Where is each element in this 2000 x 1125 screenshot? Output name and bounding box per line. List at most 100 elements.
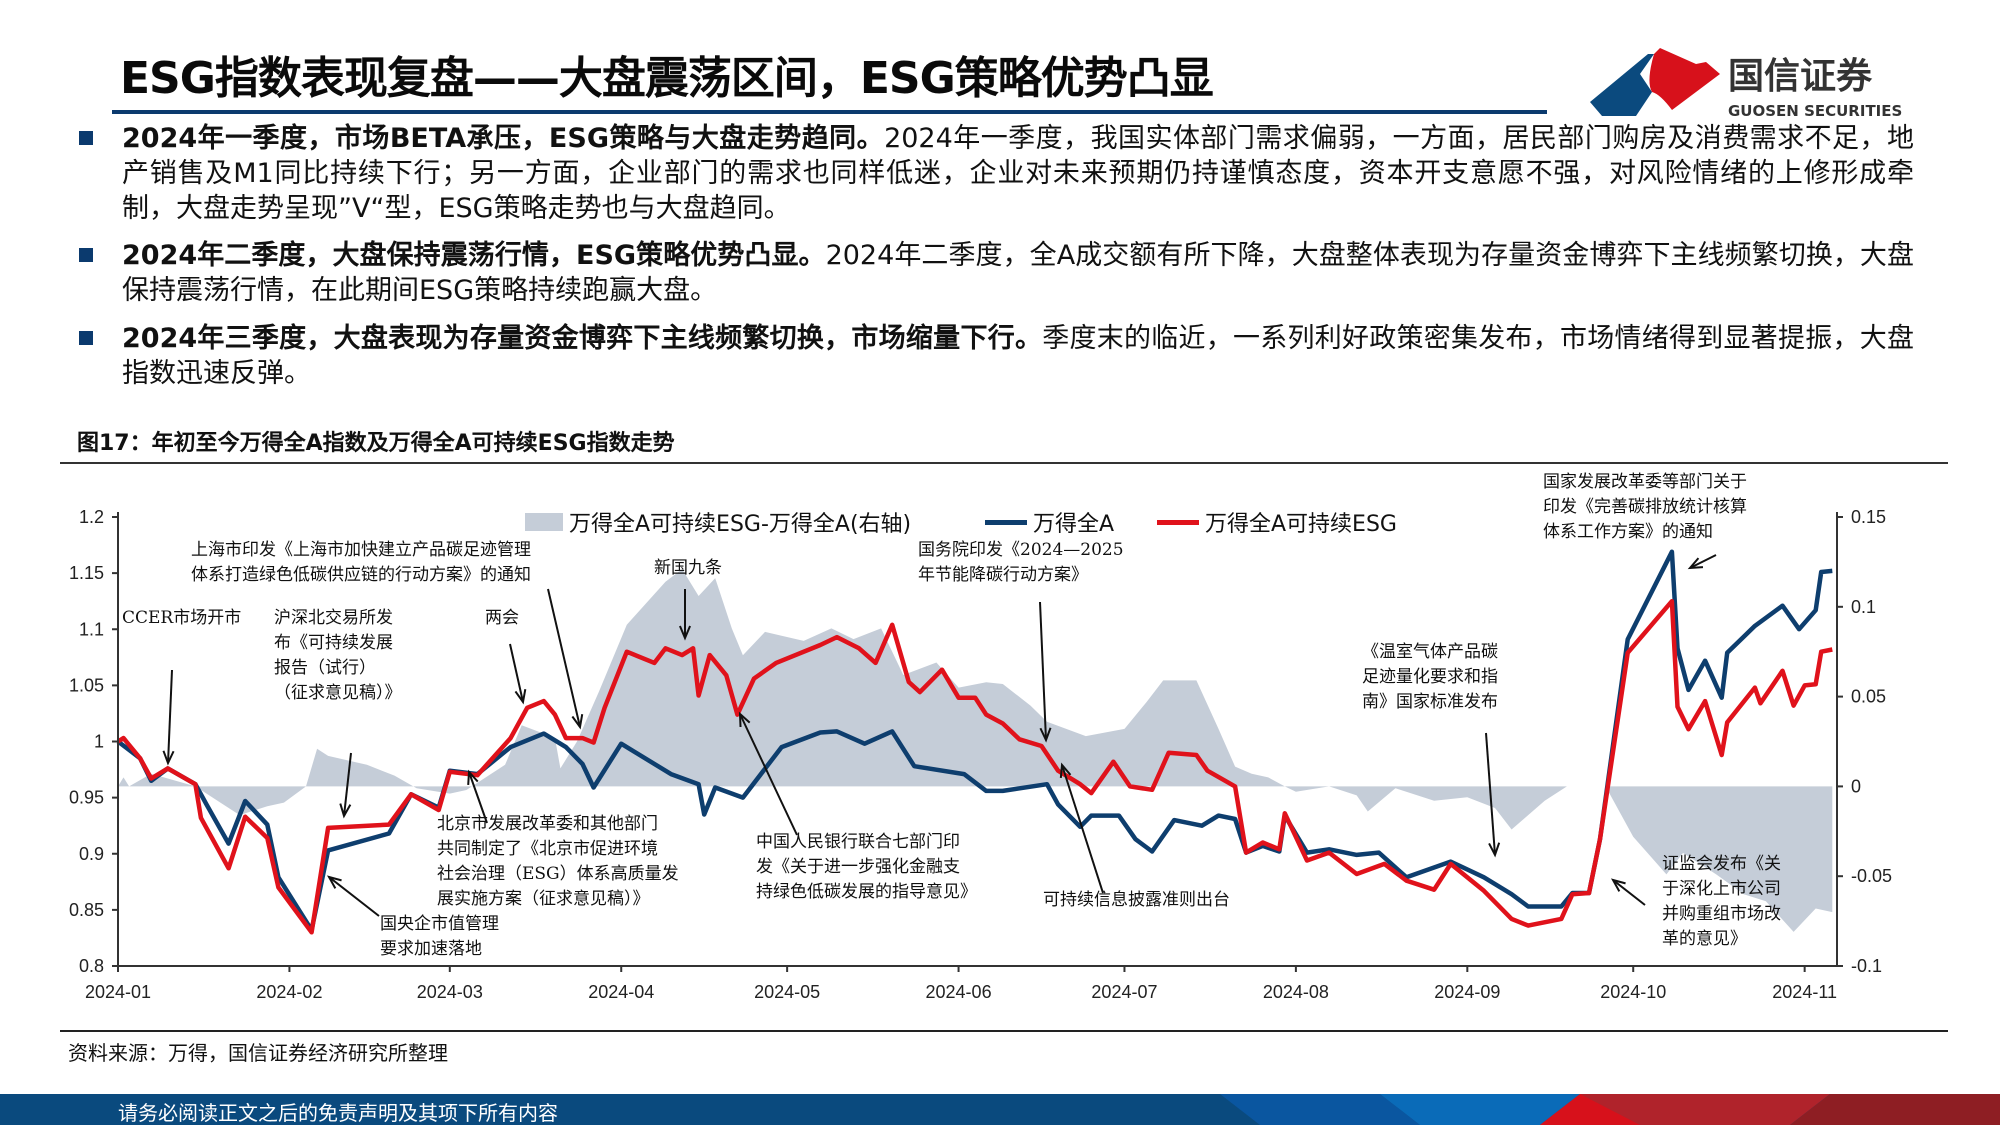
annotation-line: 要求加速落地 — [380, 939, 482, 959]
annotation-line: 证监会发布《关 — [1662, 854, 1781, 874]
annotation-line: 于深化上市公司 — [1662, 879, 1781, 899]
legend-item-esg: 万得全A可持续ESG — [1157, 506, 1397, 538]
y-right-tick-label: 0 — [1851, 776, 1861, 796]
annotation-line: 两会 — [485, 608, 519, 628]
y-left-tick-label: 1.1 — [79, 619, 104, 639]
title-underline — [112, 110, 1547, 114]
annotation-line: 新国九条 — [654, 558, 722, 578]
y-left-tick-label: 1.2 — [79, 507, 104, 527]
annotation-arrow-icon — [1039, 601, 1052, 743]
x-tick-label: 2024-03 — [417, 982, 483, 1002]
x-tick-label: 2024-11 — [1772, 982, 1837, 1002]
annotation-ccer: CCER市场开市 — [122, 606, 241, 631]
bullet-q1-heading: 2024年一季度，市场BETA承压，ESG策略与大盘走势趋同。 — [122, 123, 885, 154]
annotation-line: 足迹量化要求和指 — [1362, 667, 1498, 687]
annotation-line: 体系工作方案》的通知 — [1543, 522, 1713, 542]
annotation-arrow-icon — [509, 643, 527, 705]
y-right-tick-label: 0.15 — [1851, 507, 1886, 527]
legend-item-spread: 万得全A可持续ESG-万得全A(右轴) — [525, 506, 911, 538]
x-tick-label: 2024-10 — [1600, 982, 1666, 1002]
annotation-line: 北京市发展改革委和其他部门 — [437, 814, 658, 834]
figure-caption: 图17：年初至今万得全A指数及万得全A可持续ESG指数走势 — [77, 431, 675, 456]
annotation-arrow-icon — [162, 669, 175, 766]
footer-decoration — [1220, 1094, 2000, 1125]
footer-disclaimer: 请务必阅读正文之后的免责声明及其项下所有内容 — [118, 1101, 558, 1125]
annotation-arrow-icon — [738, 711, 798, 836]
y-left-tick-label: 0.95 — [69, 788, 104, 808]
annotation-line: 年节能降碳行动方案》 — [918, 565, 1088, 585]
annotation-ndrc-carbon: 国家发展改革委等部门关于 印发《完善碳排放统计核算 体系工作方案》的通知 — [1543, 470, 1747, 545]
footer-bar: 请务必阅读正文之后的免责声明及其项下所有内容 — [0, 1094, 2000, 1125]
y-left-tick-label: 0.85 — [69, 900, 104, 920]
annotation-pboc-green: 中国人民银行联合七部门印 发《关于进一步强化金融支 持绿色低碳发展的指导意见》 — [756, 830, 977, 905]
annotation-line: 南》国家标准发布 — [1362, 692, 1498, 712]
figure-top-rule — [60, 462, 1948, 464]
annotation-line: 布《可持续发展 — [274, 633, 393, 653]
y-left-tick-label: 0.9 — [79, 844, 104, 864]
annotation-line: 社会治理（ESG）体系高质量发 — [437, 864, 679, 884]
legend-item-wind-a: 万得全A — [985, 506, 1114, 538]
y-left-tick-label: 0.8 — [79, 956, 104, 976]
bullet-square-icon — [79, 131, 93, 145]
legend-label: 万得全A可持续ESG-万得全A(右轴) — [569, 512, 912, 537]
legend-label: 万得全A可持续ESG — [1205, 512, 1397, 537]
legend-swatch-line — [1157, 519, 1199, 525]
annotation-new-nine: 新国九条 — [654, 556, 722, 581]
x-tick-label: 2024-08 — [1263, 982, 1329, 1002]
annotation-line: 报告（试行） — [274, 658, 376, 678]
annotation-ghg-standard: 《温室气体产品碳 足迹量化要求和指 南》国家标准发布 — [1362, 640, 1498, 715]
logo-mark-icon: 国信证券 GUOSEN SECURITIES — [1590, 48, 1902, 120]
annotation-arrow-icon — [547, 588, 584, 730]
page-title: ESG指数表现复盘——大盘震荡区间，ESG策略优势凸显 — [120, 53, 1214, 104]
annotation-line: 上海市印发《上海市加快建立产品碳足迹管理 — [191, 540, 531, 560]
annotation-two-sessions: 两会 — [485, 606, 519, 631]
x-tick-label: 2024-05 — [754, 982, 820, 1002]
annotation-line: 中国人民银行联合七部门印 — [756, 832, 960, 852]
annotation-line: 《温室气体产品碳 — [1362, 642, 1498, 662]
annotation-arrow-icon — [339, 752, 352, 819]
annotation-line: 革的意见》 — [1662, 929, 1747, 949]
source-note: 资料来源：万得，国信证券经济研究所整理 — [68, 1041, 448, 1065]
logo-text: 国信证券 — [1728, 56, 1873, 97]
annotation-line: 可持续信息披露准则出台 — [1043, 890, 1230, 910]
bullet-square-icon — [79, 248, 93, 262]
legend-swatch-area — [525, 513, 563, 531]
bullet-square-icon — [79, 331, 93, 345]
source-rule — [60, 1030, 1948, 1032]
bullet-q3-body: 季度末的临近，一系列利好政策密集发布，市场情绪得到显著提振，大盘指数迅速反弹。 — [122, 323, 1914, 389]
annotation-line: 国务院印发《2024—2025 — [918, 540, 1124, 560]
bullet-q1-body: 2024年一季度，我国实体部门需求偏弱，一方面，居民部门购房及消费需求不足，地产… — [122, 123, 1914, 224]
legend-label: 万得全A — [1033, 512, 1115, 537]
annotation-arrow-icon — [1687, 554, 1717, 570]
annotation-beijing-esg: 北京市发展改革委和其他部门 共同制定了《北京市促进环境社会治理（ESG）体系高质量… — [437, 812, 679, 912]
annotation-line: 持绿色低碳发展的指导意见》 — [756, 882, 977, 902]
annotation-shanghai: 上海市印发《上海市加快建立产品碳足迹管理 体系打造绿色低碳供应链的行动方案》的通知 — [191, 538, 531, 588]
bullet-q3-heading: 2024年三季度，大盘表现为存量资金博弈下主线频繁切换，市场缩量下行。 — [122, 323, 1043, 354]
annotation-line: 共同制定了《北京市促进环境 — [437, 839, 658, 859]
x-tick-label: 2024-04 — [588, 982, 654, 1002]
annotation-line: 国央企市值管理 — [380, 914, 499, 934]
y-left-tick-label: 1.15 — [69, 563, 104, 583]
annotation-soe-market-value: 国央企市值管理 要求加速落地 — [380, 912, 499, 962]
series-area-spread — [118, 569, 1833, 932]
annotation-arrow-icon — [1485, 732, 1501, 858]
guosen-logo: 国信证券 GUOSEN SECURITIES — [1588, 44, 1908, 120]
x-tick-label: 2024-02 — [256, 982, 322, 1002]
annotation-line: 展实施方案（征求意见稿）》 — [437, 889, 650, 909]
y-right-tick-label: 0.1 — [1851, 597, 1876, 617]
annotation-disclosure-standard: 可持续信息披露准则出台 — [1043, 888, 1230, 913]
x-tick-label: 2024-01 — [85, 982, 151, 1002]
annotation-line: （征求意见稿）》 — [274, 683, 402, 703]
annotation-arrow-icon — [1059, 762, 1104, 894]
series-line-esg — [116, 598, 1833, 935]
annotation-line: 国家发展改革委等部门关于 — [1543, 472, 1747, 492]
annotation-line: 印发《完善碳排放统计核算 — [1543, 497, 1747, 517]
y-right-tick-label: -0.05 — [1851, 866, 1892, 886]
annotation-line: 发《关于进一步强化金融支 — [756, 857, 960, 877]
legend-swatch-line — [985, 519, 1027, 525]
x-tick-label: 2024-06 — [926, 982, 992, 1002]
annotation-state-council: 国务院印发《2024—2025 年节能降碳行动方案》 — [918, 538, 1124, 588]
logo-subtext: GUOSEN SECURITIES — [1728, 102, 1902, 120]
annotation-line: CCER市场开市 — [122, 608, 242, 628]
